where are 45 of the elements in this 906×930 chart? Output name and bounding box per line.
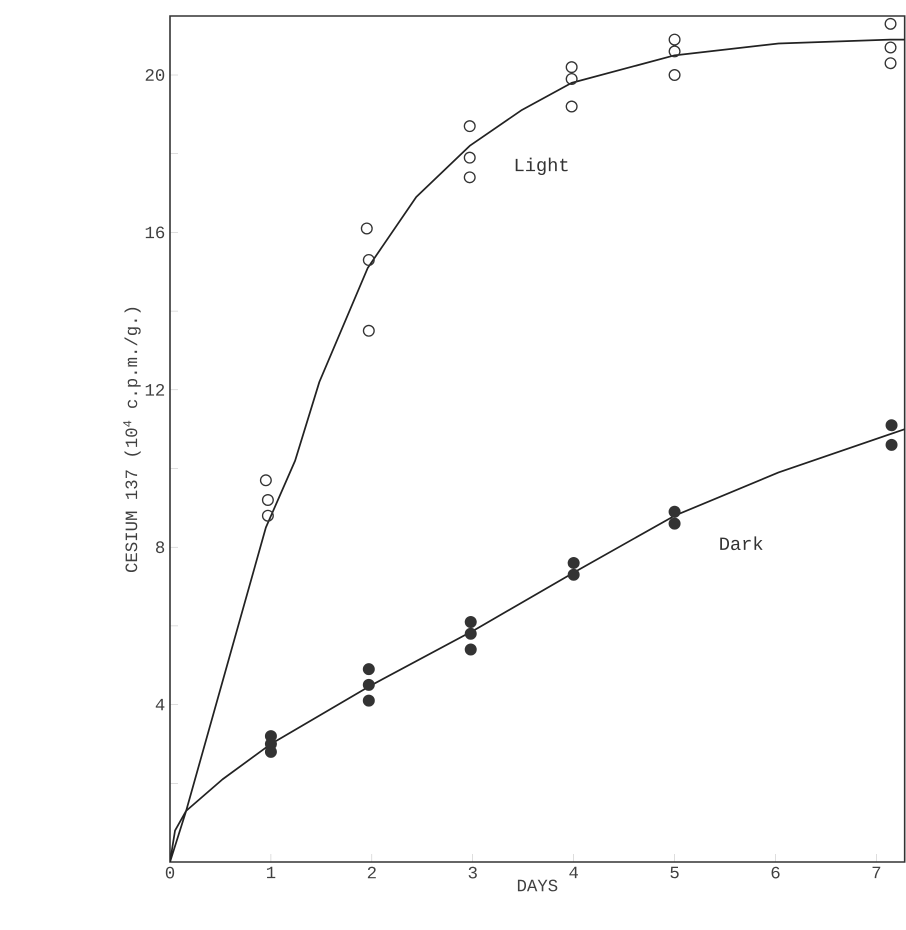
x-tick-label: 0 bbox=[166, 866, 174, 878]
point bbox=[884, 57, 897, 70]
point bbox=[668, 34, 681, 46]
point bbox=[668, 69, 681, 82]
x-tick-label: 7 bbox=[872, 866, 880, 878]
point bbox=[362, 663, 375, 676]
x-axis-title: DAYS bbox=[518, 880, 558, 892]
y-axis-title: CESIUM 137 (10$^{4}$ c.p.m./g.) bbox=[123, 308, 141, 572]
point bbox=[362, 254, 375, 266]
y-tick-label: 4 bbox=[156, 698, 164, 710]
point bbox=[568, 568, 580, 581]
x-tick-label: 4 bbox=[569, 866, 578, 878]
point bbox=[566, 100, 578, 112]
y-tick-label: 12 bbox=[146, 384, 164, 396]
point bbox=[884, 41, 897, 54]
point bbox=[360, 222, 373, 234]
point bbox=[884, 18, 897, 30]
point bbox=[568, 556, 580, 569]
point bbox=[262, 494, 274, 506]
point bbox=[464, 616, 477, 628]
y-tick-label: 16 bbox=[146, 226, 164, 238]
x-tick-label: 1 bbox=[266, 866, 276, 878]
x-tick-label: 5 bbox=[670, 866, 679, 878]
point bbox=[262, 510, 274, 522]
point bbox=[362, 694, 375, 707]
series-label: Dark bbox=[720, 536, 763, 550]
point bbox=[566, 72, 578, 85]
point bbox=[464, 171, 476, 184]
point bbox=[362, 678, 375, 691]
point bbox=[260, 474, 272, 486]
point bbox=[362, 324, 375, 337]
series-label: Light bbox=[516, 158, 568, 176]
point bbox=[464, 628, 477, 640]
point bbox=[464, 152, 476, 164]
x-tick-label: 3 bbox=[468, 866, 477, 878]
point bbox=[566, 61, 578, 74]
x-tick-label: 6 bbox=[772, 866, 780, 878]
x-tick-label: 2 bbox=[368, 866, 376, 878]
point bbox=[668, 506, 681, 518]
point bbox=[464, 644, 477, 656]
y-tick-label: 8 bbox=[156, 541, 164, 554]
point bbox=[668, 45, 681, 58]
point bbox=[668, 518, 681, 530]
y-tick-label: 20 bbox=[146, 69, 164, 81]
point bbox=[464, 120, 476, 132]
